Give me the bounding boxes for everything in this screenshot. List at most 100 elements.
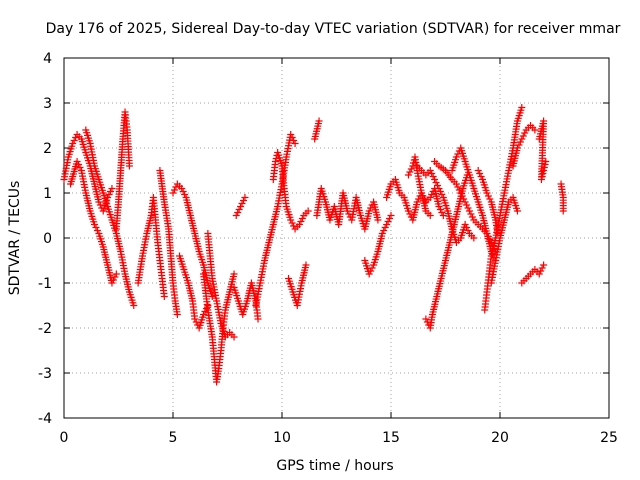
x-axis-label: GPS time / hours <box>276 458 393 474</box>
data-point <box>531 126 539 134</box>
data-point <box>232 212 240 219</box>
data-point <box>540 261 548 269</box>
data-point <box>404 207 412 215</box>
data-point <box>519 132 527 140</box>
data-point <box>381 224 389 231</box>
x-tick-label: 10 <box>273 430 291 446</box>
data-point <box>428 170 436 177</box>
data-point <box>452 153 460 161</box>
data-point <box>383 221 391 228</box>
data-point <box>539 170 547 177</box>
data-point <box>463 201 471 209</box>
data-point <box>559 207 567 215</box>
data-point <box>238 200 246 207</box>
data-point <box>538 264 546 272</box>
data-point <box>537 267 545 275</box>
data-point <box>463 224 471 231</box>
data-point <box>484 192 492 200</box>
chart-title: Day 176 of 2025, Sidereal Day-to-day VTE… <box>46 21 621 37</box>
data-point <box>386 215 394 222</box>
y-tick-label: 0 <box>43 231 52 247</box>
grid <box>64 58 609 418</box>
y-axis-label: SDTVAR / TECUs <box>7 181 23 296</box>
data-point <box>438 209 446 216</box>
data-point <box>387 212 395 219</box>
data-point <box>288 219 296 227</box>
data-point <box>302 261 310 269</box>
y-tick-label: -1 <box>38 276 52 292</box>
axis-ticks: 0 5 10 15 20 25 -4 -3 -2 -1 0 1 2 3 4 <box>38 51 618 446</box>
data-point <box>208 293 216 300</box>
data-point <box>368 264 376 272</box>
data-point <box>406 210 414 218</box>
data-point <box>439 212 447 219</box>
data-point <box>230 333 238 341</box>
data-point <box>420 195 428 203</box>
data-point <box>541 161 549 168</box>
data-point <box>172 183 180 191</box>
data-point <box>486 195 494 203</box>
data-point <box>69 140 77 147</box>
data-point <box>287 131 295 138</box>
data-point <box>476 170 484 177</box>
data-point <box>237 203 245 210</box>
y-tick-label: 3 <box>43 96 52 112</box>
data-point <box>234 209 242 216</box>
data-series <box>60 104 567 386</box>
data-point <box>125 162 133 170</box>
data-point <box>230 270 238 278</box>
data-point <box>202 305 210 312</box>
y-tick-label: -2 <box>38 321 52 337</box>
y-tick-label: -4 <box>38 411 52 427</box>
data-point <box>426 194 434 201</box>
data-point <box>470 234 478 242</box>
data-point <box>108 279 116 287</box>
data-point <box>241 194 249 201</box>
data-point <box>455 186 463 194</box>
data-point <box>179 188 187 195</box>
data-point <box>173 311 181 318</box>
data-point <box>516 138 524 146</box>
data-point <box>454 183 462 191</box>
data-point <box>542 158 550 165</box>
x-tick-label: 5 <box>169 430 178 446</box>
data-point <box>200 311 208 318</box>
data-point <box>178 185 186 192</box>
data-point <box>483 189 491 197</box>
x-tick-label: 20 <box>491 430 509 446</box>
data-point <box>297 218 305 225</box>
data-point <box>540 164 548 171</box>
data-point <box>365 270 373 278</box>
y-tick-label: -3 <box>38 366 52 382</box>
data-point <box>461 221 469 228</box>
data-point <box>465 207 473 215</box>
data-point <box>468 213 476 221</box>
data-point <box>461 198 469 206</box>
data-point <box>160 293 168 300</box>
data-point <box>384 218 392 225</box>
data-point <box>76 164 84 171</box>
data-point <box>271 158 279 165</box>
data-point <box>407 165 415 173</box>
x-tick-label: 25 <box>600 430 618 446</box>
data-point <box>295 221 303 228</box>
data-point <box>418 189 426 197</box>
data-point <box>235 206 243 213</box>
data-point <box>92 224 100 231</box>
data-point <box>70 137 78 144</box>
data-point <box>413 198 421 206</box>
data-point <box>521 129 529 137</box>
data-point <box>431 176 439 183</box>
data-point <box>404 171 412 179</box>
data-point <box>181 191 189 198</box>
data-point <box>477 173 485 180</box>
data-point <box>428 191 436 198</box>
data-point <box>72 134 80 141</box>
data-point <box>105 191 113 198</box>
data-point <box>537 176 545 183</box>
data-point <box>109 276 117 284</box>
data-point <box>170 186 178 194</box>
data-point <box>75 161 83 168</box>
data-point <box>434 182 442 189</box>
data-point <box>378 230 386 237</box>
